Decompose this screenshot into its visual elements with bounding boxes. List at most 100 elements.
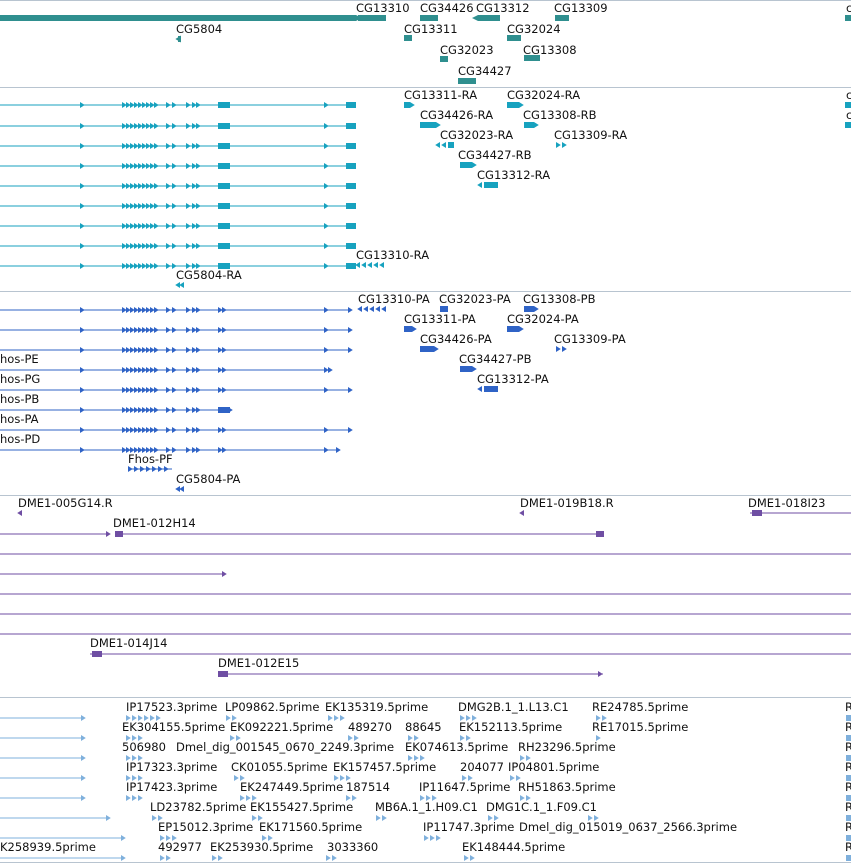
feature-arrow-right[interactable] [80, 263, 85, 269]
feature-arrow-right[interactable] [340, 775, 345, 781]
feature-arrow-right[interactable] [192, 427, 197, 433]
feature-arrow-left[interactable] [369, 306, 374, 312]
feature-arrow-right[interactable] [80, 307, 85, 313]
feature-arrow-right[interactable] [192, 223, 197, 229]
feature-arrow-left[interactable] [361, 262, 366, 268]
est-label[interactable]: CK01055.5prime [231, 760, 328, 774]
transcript-exon[interactable] [346, 123, 356, 129]
feature-arrow-right[interactable] [150, 367, 155, 373]
feature-block[interactable] [420, 346, 434, 352]
feature-arrow-right[interactable] [150, 102, 155, 108]
transcript-exon[interactable] [218, 183, 230, 189]
feature-arrow-right[interactable] [122, 223, 127, 229]
feature-arrow-right[interactable] [196, 143, 201, 149]
feature-arrow-right[interactable] [186, 407, 191, 413]
feature-arrow-right[interactable] [408, 735, 413, 741]
feature-arrow-right[interactable] [138, 243, 143, 249]
est-edge-block[interactable] [846, 835, 851, 841]
feature-arrow-left[interactable] [373, 262, 378, 268]
feature-arrow-right[interactable] [348, 347, 353, 353]
gene-CG5804-bar[interactable] [0, 15, 356, 21]
feature-arrow-right[interactable] [150, 243, 155, 249]
edge-label[interactable]: R [845, 840, 851, 854]
feature-arrow-right[interactable] [122, 387, 127, 393]
transcript-label-CG5804-RA[interactable]: CG5804-RA [176, 268, 242, 282]
feature-arrow-right[interactable] [130, 307, 135, 313]
edge-label[interactable]: c [846, 108, 851, 122]
feature-arrow-right[interactable] [332, 855, 337, 861]
feature-arrow-right[interactable] [80, 407, 85, 413]
feature-arrow-right[interactable] [324, 143, 329, 149]
feature-arrow-right[interactable] [192, 347, 197, 353]
feature-arrow-right[interactable] [138, 123, 143, 129]
est-label[interactable]: EP15012.3prime [158, 820, 254, 834]
est-label[interactable]: LP09862.5prime [225, 700, 320, 714]
gene-label-CG13308[interactable]: CG13308 [523, 43, 577, 57]
feature-arrow-right[interactable] [142, 327, 147, 333]
feature-arrow-right[interactable] [80, 387, 85, 393]
feature-arrow-right[interactable] [160, 835, 165, 841]
feature-arrow-right[interactable] [80, 102, 85, 108]
feature-block[interactable] [218, 407, 230, 413]
feature-arrow-right[interactable] [80, 183, 85, 189]
feature-arrow-left[interactable] [363, 306, 368, 312]
feature-arrow-right[interactable] [150, 263, 155, 269]
gene-label-CG34426[interactable]: CG34426 [420, 1, 474, 15]
feature-arrow-right[interactable] [354, 735, 359, 741]
feature-arrow-right[interactable] [348, 387, 353, 393]
feature-arrow-right[interactable] [348, 307, 353, 313]
feature-arrow-right[interactable] [80, 367, 85, 373]
est-label[interactable]: IP17523.3prime [126, 700, 218, 714]
feature-arrow-right[interactable] [348, 735, 353, 741]
feature-arrow-right[interactable] [154, 203, 159, 209]
est-edge-block[interactable] [846, 795, 851, 801]
feature-arrow-right[interactable] [134, 387, 139, 393]
feature-arrow-right[interactable] [150, 347, 155, 353]
feature-arrow-right[interactable] [134, 203, 139, 209]
est-label[interactable]: EK304155.5prime [122, 720, 226, 734]
protein-label-CG13308-PB[interactable]: CG13308-PB [523, 292, 596, 306]
feature-arrow-right[interactable] [186, 307, 191, 313]
feature-arrow-right[interactable] [196, 327, 201, 333]
feature-arrow-right[interactable] [186, 223, 191, 229]
feature-arrow-right[interactable] [138, 387, 143, 393]
feature-arrow-right[interactable] [324, 347, 329, 353]
transcript-exon[interactable] [218, 243, 230, 249]
feature-arrow-right[interactable] [324, 387, 329, 393]
feature-arrow-right[interactable] [134, 243, 139, 249]
feature-arrow-right[interactable] [222, 387, 227, 393]
feature-arrow-right[interactable] [196, 223, 201, 229]
feature-arrow-right[interactable] [218, 327, 223, 333]
feature-block[interactable] [507, 326, 519, 332]
transcript-exon[interactable] [346, 263, 356, 269]
feature-block[interactable] [596, 531, 604, 537]
feature-arrow-right[interactable] [138, 735, 143, 741]
est-label[interactable]: EK074613.5prime [405, 740, 509, 754]
feature-arrow-right[interactable] [80, 123, 85, 129]
feature-block[interactable] [460, 162, 472, 168]
feature-arrow-right[interactable] [240, 775, 245, 781]
est-label[interactable]: IP17323.3prime [126, 760, 218, 774]
est-label[interactable]: IP04801.5prime [508, 760, 600, 774]
gene-label-CG13310[interactable]: CG13310 [356, 1, 410, 15]
feature-arrow-right[interactable] [150, 715, 155, 721]
gene-CG13312-arrow[interactable] [472, 15, 478, 21]
feature-arrow-right[interactable] [142, 203, 147, 209]
feature-arrow-right[interactable] [150, 223, 155, 229]
gene-label-CG34427[interactable]: CG34427 [458, 64, 512, 78]
protein-label-CG32024-PA[interactable]: CG32024-PA [507, 312, 579, 326]
feature-block[interactable] [460, 366, 472, 372]
feature-arrow-left[interactable] [175, 282, 180, 288]
feature-arrow-right[interactable] [196, 347, 201, 353]
feature-arrow-right[interactable] [130, 102, 135, 108]
feature-arrow-right[interactable] [146, 387, 151, 393]
est-label[interactable]: RE17015.5prime [592, 720, 689, 734]
feature-arrow-right[interactable] [138, 347, 143, 353]
feature-arrow-right[interactable] [130, 203, 135, 209]
feature-arrow-left[interactable] [519, 510, 524, 516]
protein-label-CG34427-PB[interactable]: CG34427-PB [459, 352, 532, 366]
est-label[interactable]: Dmel_dig_001545_0670_2249.3prime [176, 740, 395, 754]
feature-arrow-right[interactable] [519, 326, 524, 332]
feature-arrow-right[interactable] [126, 427, 131, 433]
feature-arrow-right[interactable] [142, 163, 147, 169]
